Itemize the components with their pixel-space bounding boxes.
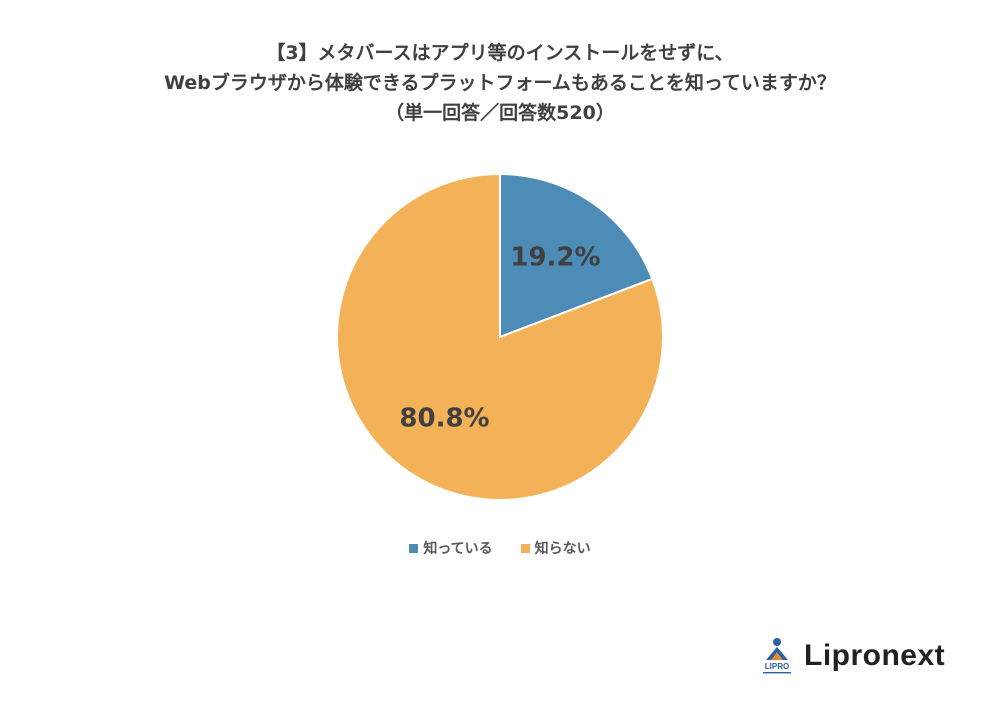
data-label-unknown: 80.8% [399, 404, 489, 434]
svg-text:LIPRO: LIPRO [765, 662, 789, 671]
legend-item-known: 知っている [409, 538, 493, 558]
legend-swatch-unknown [520, 543, 530, 553]
chart-legend: 知っている 知らない [0, 538, 1000, 558]
chart-title: 【3】メタバースはアプリ等のインストールをせずに、 Webブラウザから体験できる… [0, 38, 1000, 128]
legend-swatch-known [409, 543, 419, 553]
data-label-known: 19.2% [510, 242, 600, 272]
pie-slice-unknown [336, 172, 664, 501]
chart-title-line-2: Webブラウザから体験できるプラットフォームもあることを知っていますか？ [164, 72, 836, 94]
legend-item-unknown: 知らない [520, 538, 591, 558]
legend-label-known: 知っている [423, 541, 493, 557]
brand-name: Lipronext [804, 639, 946, 672]
brand-logo-block: LIPRO Lipronext [758, 636, 945, 676]
chart-title-line-1: 【3】メタバースはアプリ等のインストールをせずに、 [266, 42, 734, 64]
pie-slice-known [499, 172, 654, 339]
legend-label-unknown: 知らない [534, 541, 591, 557]
chart-title-line-3: （単一回答／回答数520） [385, 102, 615, 124]
lipro-logo-icon: LIPRO [763, 638, 791, 674]
